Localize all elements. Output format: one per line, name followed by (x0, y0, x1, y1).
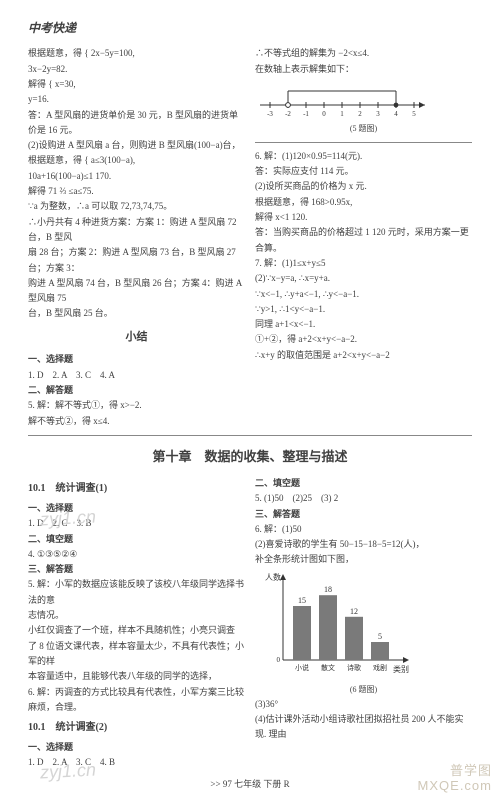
heading: 一、选择题 (28, 740, 245, 755)
subsection-title: 小结 (28, 328, 245, 347)
heading: 三、解答题 (255, 507, 472, 522)
line: (2)设所买商品的价格为 x 元. (255, 179, 472, 194)
section-title: 10.1 统计调查(1) (28, 480, 245, 497)
line: 根据题意，得 168>0.95x, (255, 195, 472, 210)
line: 5. (1)50 (2)25 (3) 2 (255, 491, 472, 506)
line: ∵a 为整数，∴a 可以取 72,73,74,75。 (28, 199, 245, 214)
document-page: 中考快递 根据题意，得 { 2x−5y=100, 3x−2y=82. 解得 { … (0, 0, 500, 802)
line: 1. D 2. C 3. B (28, 516, 245, 531)
svg-text:15: 15 (298, 596, 306, 605)
chapter-divider (28, 435, 472, 436)
svg-text:5: 5 (412, 110, 416, 117)
line: 根据题意，得 { 2x−5y=100, (28, 46, 245, 61)
svg-text:-2: -2 (285, 110, 291, 117)
svg-text:-1: -1 (303, 110, 309, 117)
line: ∴小丹共有 4 种进货方案：方案 1：购进 A 型风扇 72 台，B 型风 (28, 215, 245, 246)
svg-text:2: 2 (358, 110, 362, 117)
line: (2)∵x−y=a, ∴x=y+a. (255, 271, 472, 286)
svg-text:4: 4 (394, 110, 398, 117)
line: 答：A 型风扇的进货单价是 30 元，B 型风扇的进货单价是 16 元。 (28, 108, 245, 139)
line: 7. 解：(1)1≤x+y≤5 (255, 256, 472, 271)
line: 补全条形统计图如下图， (255, 552, 472, 567)
top-columns: 根据题意，得 { 2x−5y=100, 3x−2y=82. 解得 { x=30,… (28, 46, 472, 429)
line: ①+②，得 a+2<x+y<−a−2. (255, 332, 472, 347)
top-left-col: 根据题意，得 { 2x−5y=100, 3x−2y=82. 解得 { x=30,… (28, 46, 245, 429)
line: 1. D 2. A 3. C 4. B (28, 755, 245, 770)
top-right-col: ∴不等式组的解集为 −2<x≤4. 在数轴上表示解集如下： -3 -2 -1 0… (255, 46, 472, 429)
svg-text:3: 3 (376, 110, 380, 117)
line: 扇 28 台；方案 2：购进 A 型风扇 73 台，B 型风扇 27 台；方案 … (28, 245, 245, 276)
bottom-columns: 10.1 统计调查(1) 一、选择题 1. D 2. C 3. B 二、填空题 … (28, 476, 472, 771)
bottom-right-col: 二、填空题 5. (1)50 (2)25 (3) 2 三、解答题 6. 解：(1… (255, 476, 472, 771)
svg-text:小说: 小说 (295, 663, 309, 672)
line: 4. ①③⑤②④ (28, 547, 245, 562)
svg-text:-3: -3 (267, 110, 273, 117)
heading: 二、填空题 (255, 476, 472, 491)
page-header: 中考快递 (28, 18, 472, 38)
line: 3x−2y=82. (28, 62, 245, 77)
line: 台，B 型风扇 25 台。 (28, 306, 245, 321)
line: 解得 x<1 120. (255, 210, 472, 225)
line: (3)36° (255, 697, 472, 712)
line: 了 8 位语文课代表，样本容量太少，不具有代表性；小军的样 (28, 639, 245, 670)
figure-caption: (5 题图) (255, 122, 472, 136)
svg-text:散文: 散文 (321, 663, 335, 672)
line: y=16. (28, 92, 245, 107)
divider-line (255, 142, 472, 143)
heading: 二、解答题 (28, 383, 245, 398)
svg-text:0: 0 (322, 110, 326, 117)
line: 解得 71 ⅔ ≤a≤75. (28, 184, 245, 199)
line: 6. 解：(1)120×0.95=114(元). (255, 149, 472, 164)
line: 解不等式②，得 x≤4. (28, 414, 245, 429)
line: ∴x+y 的取值范围是 a+2<x+y<−a−2 (255, 348, 472, 363)
page-footer: >> 97 七年级 下册 R (28, 777, 472, 792)
line: ∵y>1, ∴1<y<−a−1. (255, 302, 472, 317)
svg-text:5: 5 (378, 632, 382, 641)
svg-text:戏剧: 戏剧 (373, 663, 387, 672)
line: (4)估计课外活动小组诗歌社团拟招社员 200 人不能实现. 理由 (255, 712, 472, 743)
figure-caption: (6 题图) (255, 683, 472, 697)
line: ∵x<−1, ∴y+a<−1, ∴y<−a−1. (255, 287, 472, 302)
heading: 三、解答题 (28, 562, 245, 577)
line: 10a+16(100−a)≤1 170. (28, 169, 245, 184)
line: 1. D 2. A 3. C 4. A (28, 368, 245, 383)
line: 本容量适中，且能够代表八年级的同学的选择， (28, 669, 245, 684)
line: 答：当购买商品的价格超过 1 120 元时，采用方案一更合算。 (255, 225, 472, 256)
svg-text:诗歌: 诗歌 (347, 663, 361, 672)
line: 5. 解：小军的数据应该能反映了该校八年级同学选择书法的意 (28, 577, 245, 608)
svg-text:1: 1 (340, 110, 344, 117)
svg-text:18: 18 (324, 585, 332, 594)
line: 小红仅调查了一个班，样本不具随机性；小亮只调查 (28, 623, 245, 638)
line: 志情况。 (28, 608, 245, 623)
line: 在数轴上表示解集如下： (255, 62, 472, 77)
svg-text:12: 12 (350, 607, 358, 616)
line: 5. 解：解不等式①，得 x>−2. (28, 398, 245, 413)
line: 购进 A 型风扇 74 台，B 型风扇 26 台；方案 4：购进 A 型风扇 7… (28, 276, 245, 307)
line: (2)设购进 A 型风扇 a 台，则购进 B 型风扇(100−a)台， (28, 138, 245, 153)
line: (2)喜爱诗歌的学生有 50−15−18−5=12(人)， (255, 537, 472, 552)
svg-text:人数: 人数 (265, 572, 281, 582)
line: ∴不等式组的解集为 −2<x≤4. (255, 46, 472, 61)
line: 解得 { x=30, (28, 77, 245, 92)
heading: 二、填空题 (28, 532, 245, 547)
line: 6. 解：(1)50 (255, 522, 472, 537)
bottom-left-col: 10.1 统计调查(1) 一、选择题 1. D 2. C 3. B 二、填空题 … (28, 476, 245, 771)
line: 同理 a+1<x<−1. (255, 317, 472, 332)
bar-chart-figure: 人数 类别 0 15 18 12 5 小说 散文 诗歌 戏 (255, 568, 415, 678)
line: 答：实际应支付 114 元。 (255, 164, 472, 179)
chapter-title: 第十章 数据的收集、整理与描述 (28, 446, 472, 468)
svg-text:类别: 类别 (393, 664, 409, 674)
number-line-figure: -3 -2 -1 0 1 2 3 4 5 (255, 77, 435, 117)
section-title: 10.1 统计调查(2) (28, 719, 245, 736)
svg-text:0: 0 (277, 656, 281, 664)
heading: 一、选择题 (28, 501, 245, 516)
line: 根据题意，得 { a≤3(100−a), (28, 153, 245, 168)
heading: 一、选择题 (28, 352, 245, 367)
line: 6. 解：丙调查的方式比较具有代表性，小军方案三比较麻烦，合理。 (28, 685, 245, 716)
